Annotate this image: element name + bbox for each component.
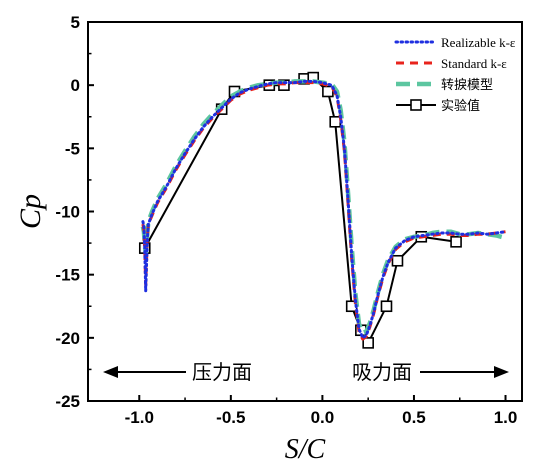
legend-marker — [410, 99, 422, 111]
x-tick-label: 1.0 — [494, 408, 518, 427]
legend-label: 转捩模型 — [441, 77, 493, 92]
data-point-square — [450, 236, 462, 248]
series-line — [140, 79, 507, 336]
series-line — [141, 81, 506, 341]
y-axis-label: Cp — [14, 194, 47, 229]
series-line — [143, 76, 457, 344]
legend-item-2: Standard k-ε — [396, 56, 507, 71]
series-3 — [140, 79, 507, 336]
legend-item-3: 转捩模型 — [396, 77, 493, 92]
x-tick-label: 0.0 — [311, 408, 335, 427]
x-tick-label: -0.5 — [216, 408, 245, 427]
suction-side-label: 吸力面 — [352, 360, 412, 384]
axis-ticks: -1.0 -0.5 0.0 0.5 1.0 -25 -20 -15 -10 -5 0 5 — [55, 13, 517, 427]
y-tick-label: 5 — [71, 13, 80, 32]
pressure-side-label: 压力面 — [192, 360, 252, 384]
data-point-square — [362, 337, 374, 349]
series-line — [141, 79, 507, 340]
legend-label: Realizable k-ε — [441, 35, 516, 50]
y-tick-label: 0 — [71, 76, 80, 95]
series-1 — [141, 79, 507, 340]
data-point-square — [380, 300, 393, 313]
y-tick-label: -20 — [55, 329, 80, 348]
x-tick-label: -1.0 — [125, 408, 154, 427]
data-point-square — [329, 116, 342, 128]
legend-label: 实验值 — [441, 98, 480, 113]
legend-item-4: 实验值 — [396, 98, 480, 113]
y-tick-label: -15 — [55, 266, 80, 285]
series-4 — [138, 71, 462, 349]
pressure-side-annotation: 压力面 — [103, 360, 252, 384]
arrow-head-right — [494, 366, 509, 378]
y-tick-label: -5 — [65, 139, 80, 158]
suction-side-annotation: 吸力面 — [352, 360, 509, 384]
data-point-square — [391, 254, 404, 267]
annotations: 压力面 吸力面 — [103, 360, 509, 384]
series-2 — [141, 81, 506, 341]
legend-label: Standard k-ε — [441, 56, 507, 71]
y-tick-label: -25 — [55, 392, 80, 411]
x-axis-label: S/C — [285, 434, 326, 465]
y-tick-label: -10 — [55, 203, 80, 222]
x-tick-label: 0.5 — [402, 408, 426, 427]
legend-item-1: Realizable k-ε — [394, 35, 516, 50]
data-series — [138, 71, 507, 349]
arrow-head-left — [103, 366, 118, 378]
